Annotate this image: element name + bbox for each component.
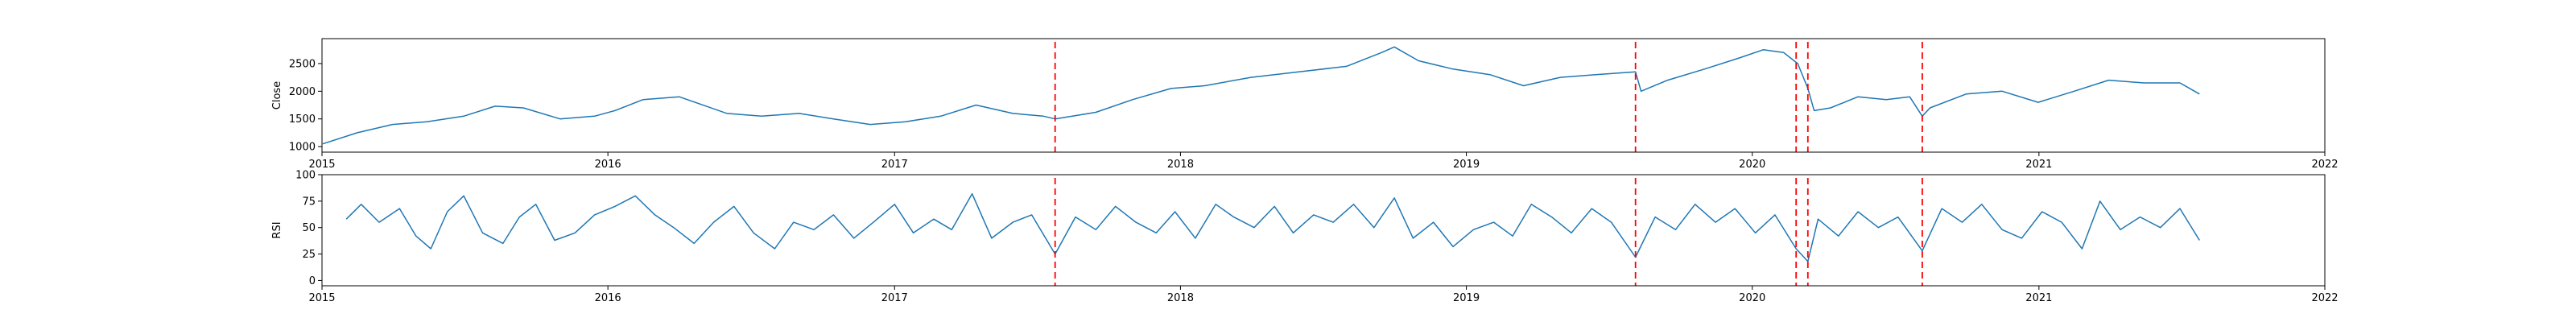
plot-frame xyxy=(321,174,2326,287)
x-tick-label: 2017 xyxy=(881,292,908,304)
x-tick-label: 2022 xyxy=(2311,292,2338,304)
x-tick-label: 2016 xyxy=(595,159,621,171)
y-tick-label: 2500 xyxy=(289,58,316,70)
x-tick-label: 2021 xyxy=(2025,159,2052,171)
x-tick-label: 2018 xyxy=(1167,159,1194,171)
y-tick-label: 50 xyxy=(302,222,316,234)
x-tick-label: 2015 xyxy=(308,292,335,304)
y-tick-label: 2000 xyxy=(289,86,316,98)
series-line xyxy=(322,46,2200,145)
chart-panel-2: 2015 2016 2017 2018 2019 2020 2021 2022 0 25 50 75 1… xyxy=(271,170,2339,305)
x-tick-label: 2022 xyxy=(2311,159,2338,171)
x-tick-label: 2021 xyxy=(2025,292,2052,304)
y-tick-label: 0 xyxy=(309,275,316,287)
x-tick-label: 2020 xyxy=(1739,292,1765,304)
x-tick-label: 2019 xyxy=(1453,292,1480,304)
y-tick-label: 1500 xyxy=(289,114,316,126)
series-line xyxy=(345,192,2200,262)
x-tick-label: 2019 xyxy=(1453,159,1480,171)
y-axis-label: RSI xyxy=(271,221,283,238)
x-tick-label: 2017 xyxy=(881,159,908,171)
x-tick-label: 2015 xyxy=(308,159,335,171)
x-tick-label: 2018 xyxy=(1167,292,1194,304)
y-tick-label: 1000 xyxy=(289,142,316,154)
x-tick-label: 2016 xyxy=(595,292,621,304)
y-tick-label: 75 xyxy=(302,196,316,208)
y-axis-label: Close xyxy=(271,81,283,109)
y-tick-label: 100 xyxy=(295,170,316,182)
y-tick-label: 25 xyxy=(302,249,316,261)
chart-panel-1: 2015 2016 2017 2018 2019 2020 2021 2022 1000 1500… xyxy=(271,38,2339,171)
x-tick-label: 2020 xyxy=(1739,159,1765,171)
plot-frame xyxy=(321,38,2326,153)
